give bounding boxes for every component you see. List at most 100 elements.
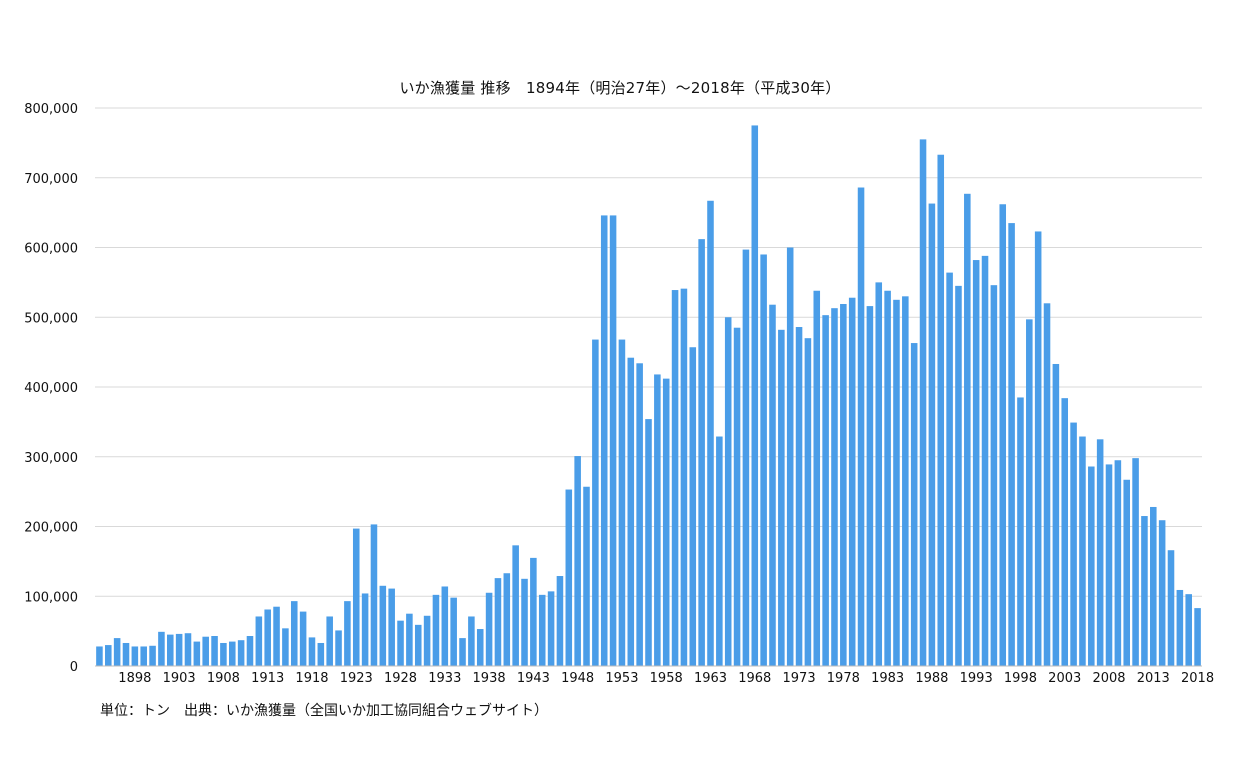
bar-1960 (680, 288, 688, 666)
y-tick-label: 0 (70, 660, 78, 675)
bar-1926 (379, 585, 387, 666)
bar-2006 (1088, 466, 1095, 666)
bar-1940 (503, 573, 511, 666)
bar-1966 (733, 327, 741, 666)
bar-1980 (857, 187, 865, 666)
x-tick-label: 1953 (605, 671, 638, 686)
bar-1897 (122, 642, 130, 666)
bar-1964 (716, 436, 723, 666)
bar-2002 (1052, 363, 1060, 666)
bar-1952 (609, 215, 617, 667)
bar-2005 (1079, 436, 1086, 666)
x-tick-label: 1948 (561, 671, 594, 686)
x-tick-label: 1928 (384, 671, 417, 686)
bar-2014 (1158, 520, 1166, 666)
y-tick-label: 400,000 (24, 381, 78, 396)
x-tick-label: 1913 (251, 671, 284, 686)
bar-1948 (574, 456, 581, 666)
bar-1902 (166, 634, 174, 666)
bar-1974 (804, 338, 812, 666)
bar-1946 (556, 576, 564, 666)
bar-1963 (707, 200, 714, 666)
x-tick-label: 1968 (738, 671, 771, 686)
bar-1984 (893, 299, 900, 666)
y-tick-label: 500,000 (24, 311, 78, 326)
bar-1955 (636, 363, 643, 666)
bar-2003 (1061, 398, 1069, 666)
bar-2011 (1132, 458, 1139, 666)
bar-2016 (1176, 589, 1184, 666)
bar-1993 (972, 260, 980, 666)
bar-1927 (388, 588, 395, 666)
bar-1896 (113, 638, 121, 666)
bar-1920 (326, 616, 333, 666)
bar-2017 (1185, 594, 1192, 666)
bar-2015 (1167, 550, 1175, 666)
bar-1943 (530, 557, 537, 666)
x-tick-label: 1963 (694, 671, 727, 686)
bar-1900 (149, 645, 156, 666)
bar-1939 (494, 578, 502, 666)
bar-1971 (778, 329, 785, 666)
chart-title: いか漁獲量 推移 1894年（明治27年）〜2018年（平成30年） (399, 79, 841, 97)
bar-1934 (450, 597, 457, 666)
bar-1982 (875, 282, 883, 666)
bar-2008 (1105, 464, 1113, 666)
x-tick-label: 1973 (783, 671, 816, 686)
bar-1953 (618, 339, 626, 666)
bar-1970 (769, 304, 776, 666)
bar-1913 (264, 609, 271, 666)
bar-1950 (592, 339, 599, 666)
bar-1917 (299, 611, 307, 666)
bar-1914 (273, 606, 280, 666)
bar-1981 (866, 306, 874, 666)
y-tick-label: 600,000 (24, 242, 78, 257)
bar-1961 (689, 347, 697, 666)
x-tick-label: 1978 (827, 671, 860, 686)
bar-1989 (937, 154, 945, 667)
bar-1894 (96, 646, 103, 666)
bar-1947 (565, 489, 573, 666)
x-tick-label: 2003 (1048, 671, 1081, 686)
x-tick-label: 1988 (915, 671, 948, 686)
x-tick-label: 1983 (871, 671, 904, 686)
bar-1907 (211, 636, 218, 666)
bar-1912 (255, 616, 263, 666)
x-tick-label: 1898 (118, 671, 151, 686)
x-tick-label: 1933 (428, 671, 461, 686)
bar-1929 (406, 613, 413, 666)
bar-1999 (1026, 319, 1033, 666)
bar-1936 (468, 616, 475, 666)
bar-1979 (848, 297, 856, 666)
bar-1930 (414, 624, 422, 666)
bar-1921 (335, 630, 342, 666)
bar-1942 (521, 578, 528, 666)
x-tick-label: 2013 (1137, 671, 1170, 686)
bar-1949 (583, 486, 590, 666)
bar-1977 (831, 308, 838, 666)
bar-1985 (902, 296, 909, 666)
bar-1924 (361, 593, 369, 666)
bar-1962 (698, 239, 705, 666)
x-tick-label: 1903 (163, 671, 196, 686)
bar-1933 (441, 586, 449, 666)
bar-1972 (786, 247, 794, 666)
bar-1937 (476, 629, 484, 666)
bar-1903 (175, 633, 183, 666)
bar-1973 (795, 327, 803, 666)
bar-1998 (1017, 397, 1024, 666)
bar-1997 (1008, 223, 1015, 666)
bar-1899 (140, 646, 147, 666)
bar-1906 (202, 636, 209, 666)
bar-1895 (105, 645, 112, 666)
x-tick-label: 1943 (517, 671, 550, 686)
bar-2009 (1114, 460, 1122, 666)
x-tick-label: 1958 (650, 671, 683, 686)
bar-1968 (751, 125, 759, 666)
bar-1938 (485, 592, 493, 666)
bar-1918 (308, 637, 316, 666)
bar-1916 (290, 601, 298, 666)
bar-2013 (1150, 506, 1157, 666)
bar-2010 (1123, 479, 1131, 666)
source-note: 単位：トン 出典：いか漁獲量（全国いか加工協同組合ウェブサイト） (100, 703, 548, 719)
